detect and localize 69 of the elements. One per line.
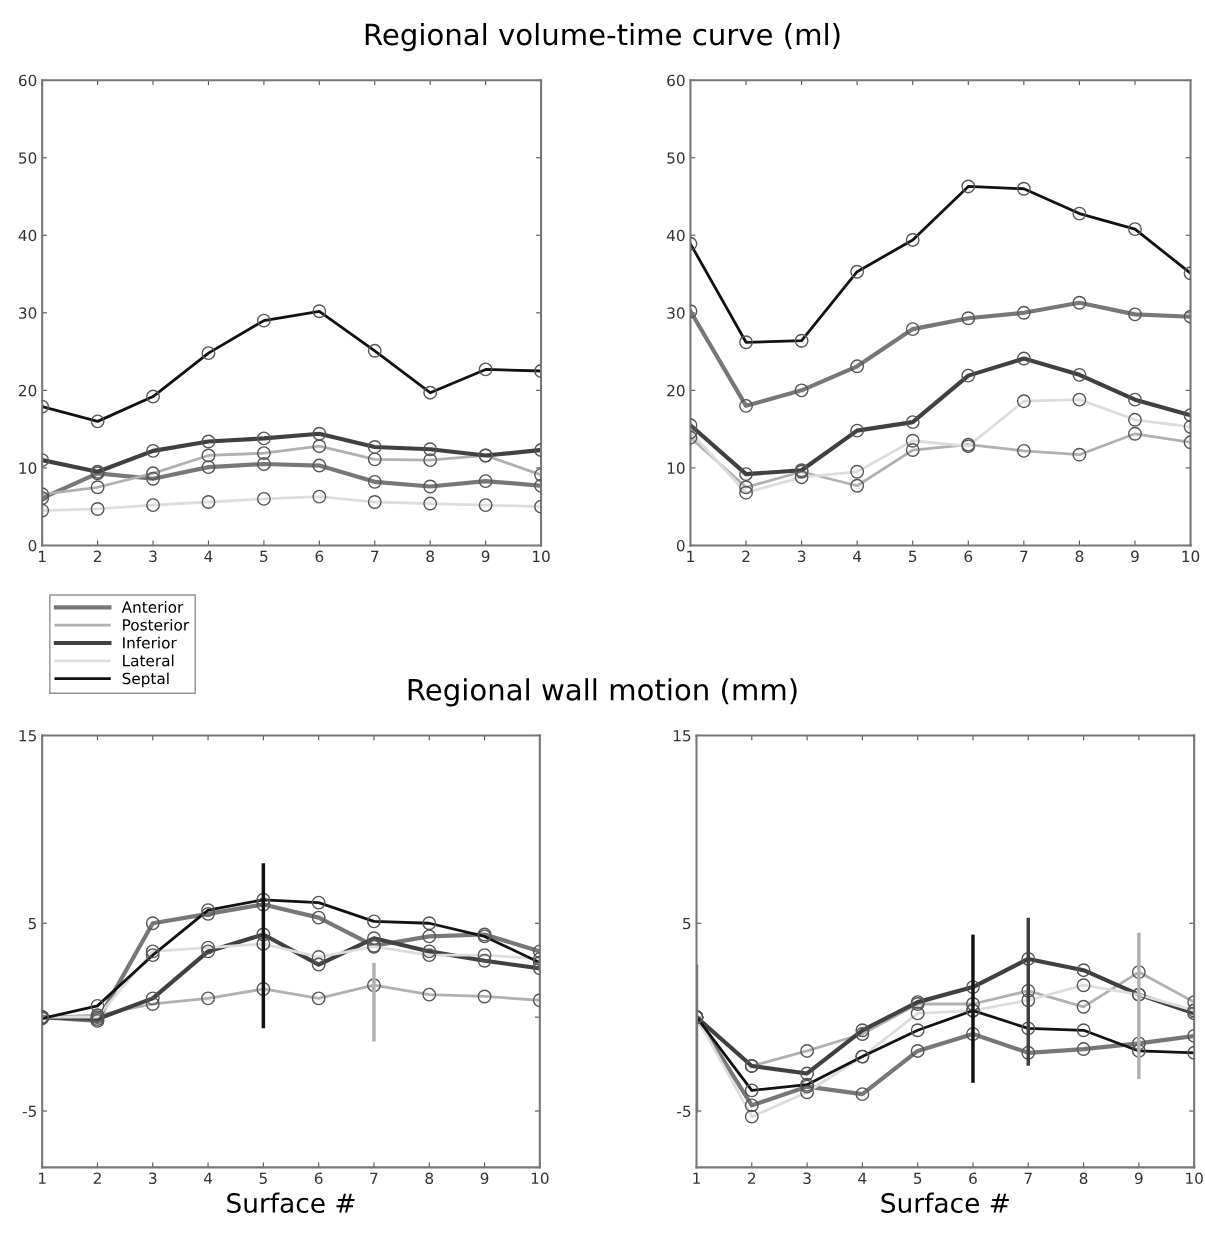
- x-tick-label: 4: [203, 1172, 213, 1184]
- x-axis-title: Surface #: [227, 1192, 355, 1213]
- y-tick-label: 60: [18, 74, 37, 87]
- x-tick-label: 6: [314, 1172, 323, 1185]
- x-tick-label: 3: [149, 550, 157, 563]
- y-tick-label: 50: [19, 152, 37, 164]
- x-tick-label: 4: [204, 550, 213, 562]
- x-tick-label: 9: [481, 550, 490, 563]
- text: Regional volume-time curve (ml): [365, 22, 840, 52]
- x-tick-label: 5: [909, 550, 917, 563]
- legend-label: Inferior: [123, 636, 177, 649]
- x-tick-label: 8: [1075, 550, 1084, 563]
- x-tick-label: 2: [742, 550, 750, 562]
- x-tick-label: 8: [426, 550, 434, 563]
- x-tick-label: 6: [964, 550, 973, 563]
- x-tick-label: 7: [1020, 550, 1028, 562]
- x-tick-label: 9: [480, 1172, 489, 1185]
- y-tick-label: 40: [666, 229, 685, 242]
- x-tick-label: 3: [803, 1172, 811, 1185]
- x-tick-label: 9: [1134, 1172, 1143, 1185]
- legend-label: Lateral: [123, 654, 174, 667]
- y-tick-label: 30: [19, 307, 37, 319]
- y-tick-label: 10: [19, 462, 37, 474]
- y-tick-label: 30: [667, 307, 685, 319]
- x-tick-label: 2: [748, 1172, 756, 1184]
- x-tick-label: 8: [1079, 1172, 1088, 1185]
- x-tick-label: 7: [370, 1172, 378, 1184]
- y-tick-label: 0: [28, 539, 37, 552]
- y-tick-label: 10: [667, 462, 685, 474]
- x-tick-label: 5: [913, 1172, 922, 1185]
- x-tick-label: 4: [853, 550, 862, 562]
- y-tick-label: 0: [676, 539, 685, 552]
- y-tick-label: 40: [18, 229, 37, 242]
- legend-label: Posterior: [123, 618, 190, 631]
- x-tick-label: 8: [425, 1172, 434, 1185]
- text: Regional wall motion (mm): [408, 678, 797, 707]
- y-tick-label: 50: [667, 152, 685, 164]
- y-tick-label: 60: [667, 74, 685, 87]
- x-tick-label: 5: [260, 550, 268, 563]
- x-tick-label: 3: [149, 1172, 157, 1185]
- x-tick-label: 1: [38, 1172, 46, 1184]
- x-tick-label: 10: [533, 550, 550, 563]
- y-tick-label: 20: [18, 384, 37, 397]
- y-tick-label: -5: [22, 1105, 36, 1118]
- legend-label: Septal: [122, 672, 169, 688]
- y-tick-label: 15: [673, 730, 691, 742]
- y-tick-label: 5: [683, 917, 691, 930]
- x-tick-label: 1: [687, 550, 694, 562]
- x-tick-label: 3: [797, 550, 806, 563]
- x-tick-label: 5: [259, 1172, 267, 1185]
- x-tick-label: 10: [531, 1172, 549, 1185]
- x-tick-label: 6: [315, 550, 324, 563]
- y-tick-label: 20: [667, 384, 685, 397]
- x-tick-label: 9: [1131, 550, 1139, 563]
- y-tick-label: 5: [28, 917, 36, 930]
- x-tick-label: 10: [1186, 1172, 1203, 1185]
- legend-label: Anterior: [121, 601, 184, 613]
- x-tick-label: 4: [858, 1172, 867, 1184]
- x-tick-label: 7: [1024, 1172, 1032, 1184]
- y-tick-label: -5: [677, 1105, 691, 1118]
- x-tick-label: 6: [969, 1172, 977, 1185]
- x-tick-label: 7: [371, 550, 379, 562]
- x-tick-label: 2: [93, 550, 101, 562]
- x-tick-label: 1: [693, 1172, 700, 1184]
- x-tick-label: 10: [1182, 550, 1200, 563]
- y-tick-label: 15: [19, 730, 36, 742]
- x-axis-title: Surface #: [881, 1192, 1009, 1213]
- x-tick-label: 1: [38, 550, 46, 562]
- x-tick-label: 2: [93, 1172, 101, 1184]
